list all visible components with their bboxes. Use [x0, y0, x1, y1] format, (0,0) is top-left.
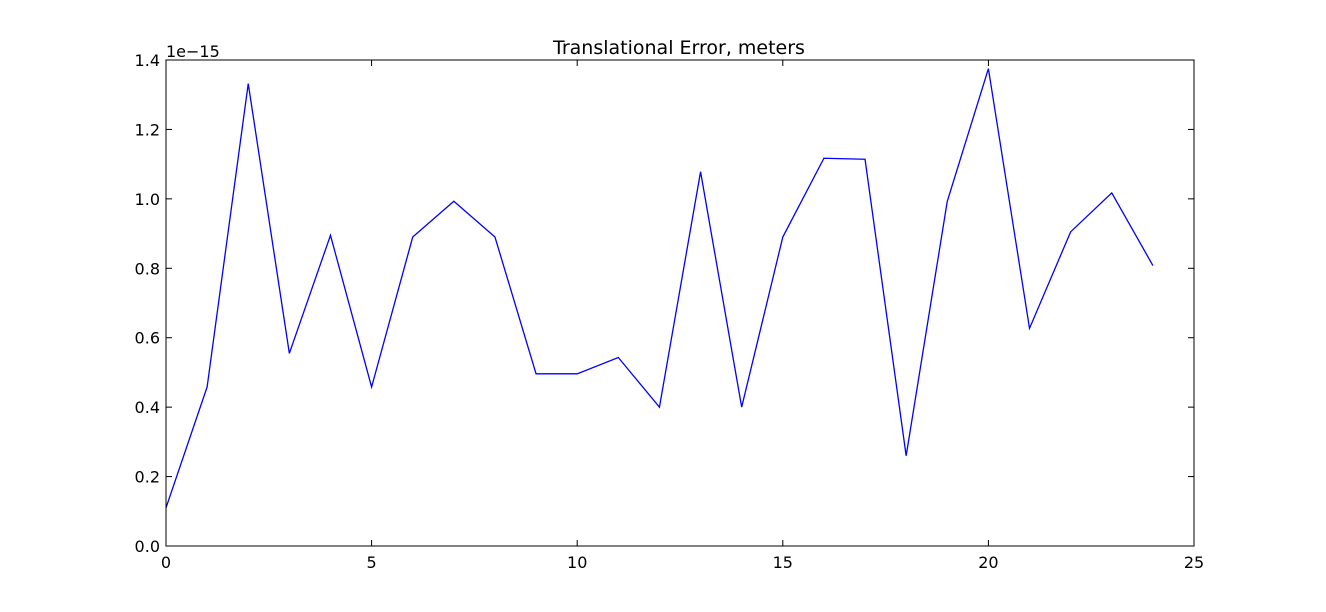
axes-frame	[165, 59, 1195, 547]
y-tick-label: 0.6	[135, 329, 160, 348]
x-tick-label: 15	[773, 553, 793, 572]
y-axis-offset-label: 1e−15	[166, 42, 220, 61]
chart-title: Translational Error, meters	[552, 37, 805, 59]
x-tick-label: 25	[1184, 553, 1204, 572]
y-tick-label: 1.2	[135, 120, 160, 139]
y-tick-label: 0.2	[135, 468, 160, 487]
y-tick-label: 0.0	[135, 537, 160, 556]
y-tick-label: 0.4	[135, 398, 160, 417]
y-tick-label: 1.0	[135, 190, 160, 209]
x-tick-label: 0	[161, 553, 171, 572]
plot-area: 0 5 10 15 20 25 0.0 0.2 0.4 0.6 0.8 1.0 1.2 1.4	[135, 51, 1205, 572]
y-tick-label: 1.4	[135, 51, 160, 70]
x-tick-label: 20	[978, 553, 998, 572]
x-tick-label: 10	[567, 553, 587, 572]
series-line	[165, 68, 1154, 509]
x-tick-label: 5	[367, 553, 377, 572]
y-tick-label: 0.8	[135, 259, 160, 278]
